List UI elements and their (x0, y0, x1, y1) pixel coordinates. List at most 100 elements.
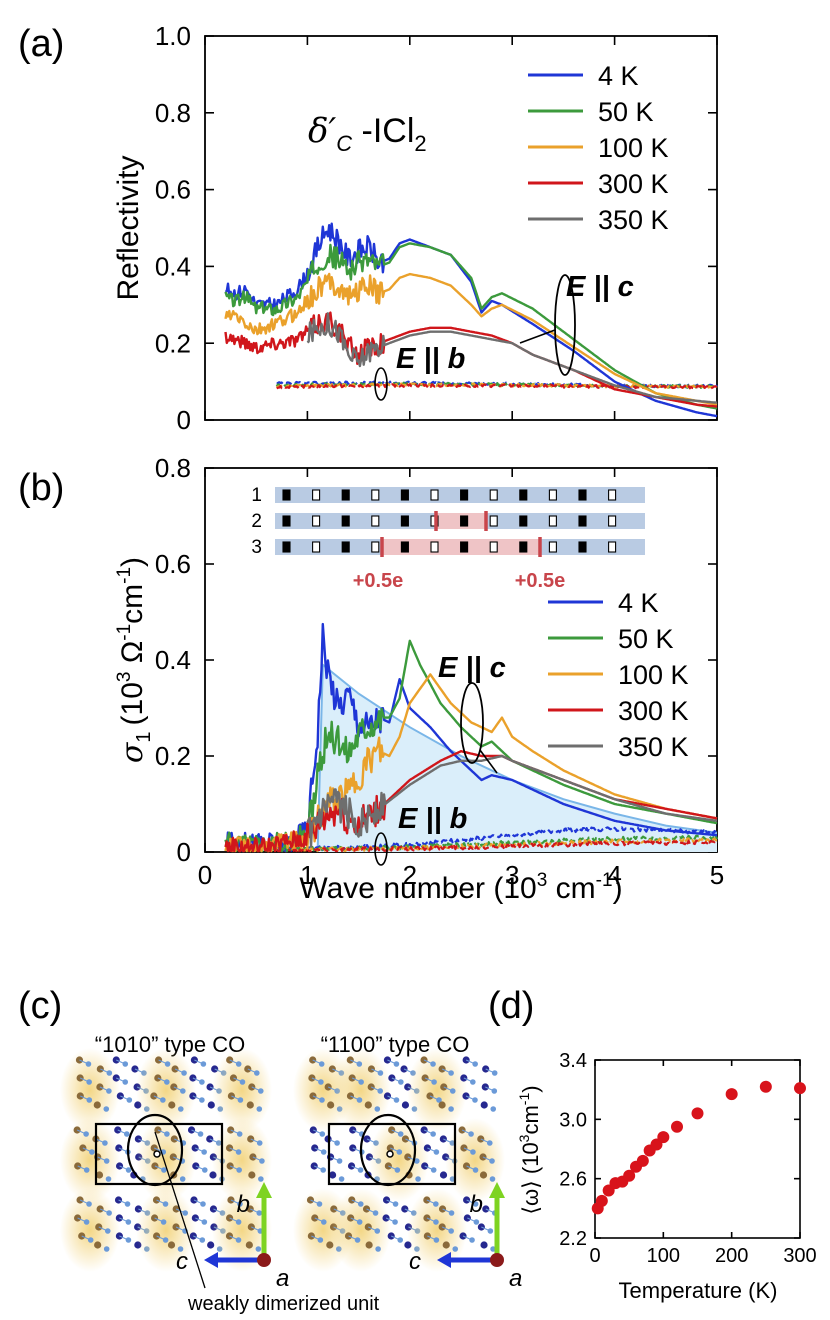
atom (479, 1171, 488, 1179)
atom (95, 1171, 104, 1179)
bond (387, 1059, 397, 1065)
atom (394, 1167, 401, 1173)
panel-a-ylabel: Reflectivity (112, 155, 145, 300)
series-line-350-k (306, 754, 718, 848)
compound-label: δ′C -ICl2 (308, 111, 427, 156)
x-tick-label: 0 (589, 1245, 600, 1267)
inset-site (371, 489, 380, 501)
bond (426, 1199, 437, 1205)
inset-site (519, 515, 528, 527)
bond (443, 1086, 453, 1092)
atom (452, 1246, 459, 1252)
bond (423, 1059, 434, 1065)
atom (490, 1246, 496, 1252)
inset-site (460, 541, 469, 553)
series-line-100-k-e-b- (275, 837, 718, 853)
atom (257, 1088, 264, 1094)
atom (256, 1106, 263, 1112)
inset-site (578, 541, 587, 553)
series-line-350-k (306, 312, 718, 404)
atom (245, 1241, 253, 1249)
bond (462, 1235, 473, 1241)
atom (189, 1232, 197, 1240)
structure-1100: c b a (293, 1048, 522, 1292)
bond (175, 1226, 186, 1232)
panel-d-chart: 0 100 200 300 2.2 2.6 3.0 3.4 Temperature (K) ⟨… (516, 1050, 817, 1303)
panel-b-xlabel: Wave number (103 cm-1) (299, 870, 622, 905)
bond (117, 1129, 127, 1135)
charge-rich-glow (212, 1048, 272, 1132)
inset-site (341, 515, 350, 527)
panel-c-structure: “1010” type CO “1100” type CO cba cba we… (60, 1032, 522, 1315)
legend-label: 300 K (618, 696, 689, 726)
bond (252, 1156, 263, 1162)
atom (433, 1237, 440, 1243)
bond (194, 1059, 204, 1065)
x-tick-label: 0 (198, 860, 212, 890)
inset-site (430, 541, 439, 553)
inset-site (371, 541, 380, 553)
atom (249, 1153, 257, 1161)
y-tick-label: 3.0 (559, 1109, 587, 1131)
annot-b-ec: E || c (438, 652, 506, 684)
annot-a-eb-ellipse (374, 367, 388, 401)
atom (168, 1101, 176, 1109)
bond (79, 1199, 90, 1205)
b-axis-label: b (470, 1191, 483, 1218)
atom (246, 1101, 254, 1109)
bond (390, 1147, 400, 1153)
inset-site (282, 541, 291, 553)
inset-site (548, 515, 557, 527)
panel-label-a: (a) (18, 23, 64, 65)
bond (351, 1165, 361, 1171)
bond (466, 1199, 476, 1205)
data-point (794, 1082, 806, 1095)
atom (491, 1070, 498, 1076)
bond (350, 1059, 360, 1065)
bond (98, 1226, 108, 1232)
bond (118, 1199, 128, 1205)
atom (438, 1101, 446, 1109)
bond (79, 1059, 89, 1065)
inversion-center (153, 1150, 161, 1158)
atom (179, 1176, 186, 1182)
charge-rich-glow (60, 1118, 120, 1202)
inset-site (341, 541, 350, 553)
model-line (316, 662, 718, 853)
annot-a-ec-leader (519, 329, 556, 344)
data-point (759, 1080, 772, 1093)
atom (177, 1246, 184, 1252)
bond (371, 1086, 381, 1092)
inset-site (430, 489, 439, 501)
bond (116, 1059, 126, 1065)
inset-site (282, 515, 291, 527)
legend-label: 4 K (618, 588, 659, 618)
bond (348, 1235, 358, 1241)
atom (430, 1131, 436, 1137)
bond (251, 1086, 261, 1092)
bond (157, 1129, 168, 1135)
atom (472, 1061, 478, 1067)
atom (393, 1061, 400, 1067)
charge-rich-glow (331, 1188, 391, 1272)
bond (461, 1129, 472, 1135)
series-line-300-k (224, 311, 718, 408)
bond (366, 1208, 376, 1214)
inset-site (489, 515, 498, 527)
legend-b: 4 K 50 K 100 K 300 K 350 K (548, 588, 689, 762)
bond (426, 1217, 437, 1223)
a-axis-dot (490, 1253, 504, 1267)
bond (311, 1235, 321, 1241)
bond (314, 1147, 324, 1153)
atom (392, 1201, 399, 1207)
atom (190, 1056, 198, 1064)
atom (206, 1083, 214, 1091)
callout-leader (154, 1131, 206, 1289)
charge-order-inset: 1 2 3 +0.5e +0.5e (251, 485, 645, 592)
structure-1010: c b a (60, 1048, 289, 1292)
bond (230, 1129, 240, 1135)
bond (251, 1226, 261, 1232)
inset-site (371, 515, 380, 527)
bond (156, 1199, 166, 1205)
model-fill (317, 664, 717, 852)
